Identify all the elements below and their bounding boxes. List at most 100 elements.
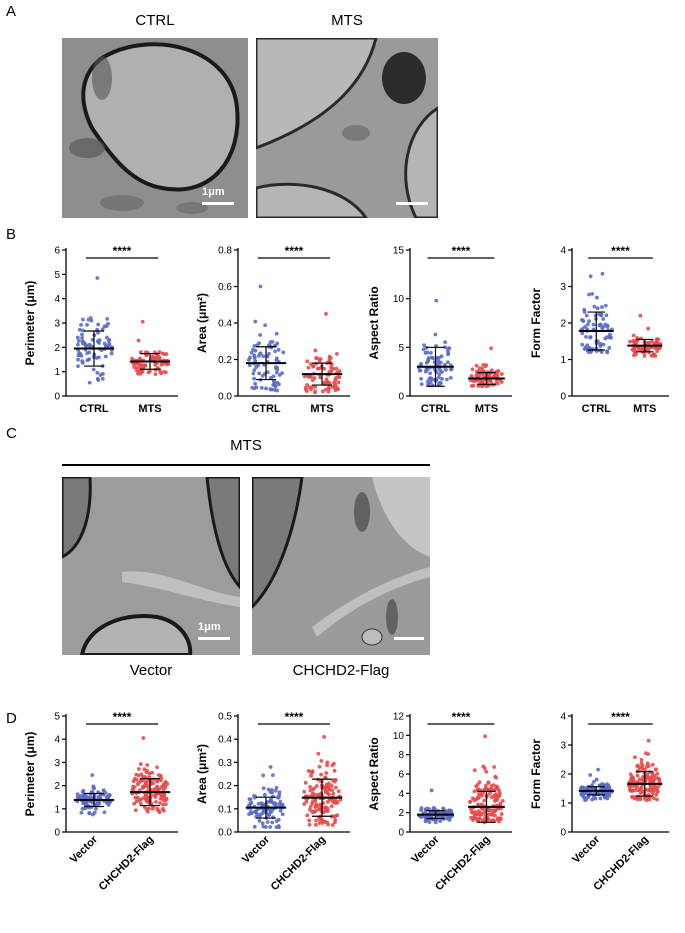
data-point <box>449 367 454 372</box>
data-point <box>495 818 500 822</box>
data-point <box>579 785 584 790</box>
data-point <box>264 825 268 830</box>
data-point <box>154 785 159 790</box>
data-point <box>630 775 634 780</box>
data-point <box>131 784 135 789</box>
y-tick-label: 4 <box>54 294 60 305</box>
data-point <box>439 354 444 359</box>
data-point <box>497 788 501 793</box>
panel-letter-d: D <box>6 710 17 727</box>
data-point <box>657 778 662 782</box>
data-point <box>138 762 143 766</box>
data-point <box>474 363 479 368</box>
data-point <box>305 359 310 364</box>
data-point <box>493 799 497 803</box>
data-point <box>429 351 433 355</box>
y-tick-label: 3 <box>54 319 60 330</box>
data-point <box>483 783 488 788</box>
y-axis-label: Aspect Ratio <box>367 737 381 810</box>
data-point <box>106 339 111 343</box>
data-point <box>444 367 448 372</box>
y-tick-label: 2 <box>398 808 404 819</box>
data-point <box>305 813 310 818</box>
y-tick-label: 4 <box>54 735 60 746</box>
data-point <box>334 352 339 356</box>
data-point <box>79 322 83 327</box>
data-point <box>256 363 261 368</box>
plot-d3: 0 2 4 6 8 10 12 Aspect Ratio Vector CHCHD2-Flag **… <box>364 704 524 928</box>
data-point <box>105 317 110 321</box>
data-point <box>103 790 108 795</box>
data-point <box>325 809 330 813</box>
data-point <box>631 784 636 788</box>
data-point <box>477 780 482 785</box>
data-point <box>429 788 434 793</box>
data-point <box>87 811 92 816</box>
y-tick-label: 0.4 <box>218 319 232 330</box>
data-point <box>260 373 265 378</box>
data-point <box>146 370 151 375</box>
y-tick-label: 12 <box>393 712 405 723</box>
data-point <box>579 791 584 796</box>
data-point <box>425 350 430 355</box>
data-point <box>637 777 642 782</box>
data-point <box>274 825 279 829</box>
data-point <box>494 369 499 374</box>
data-point <box>582 307 587 312</box>
data-point <box>85 803 89 808</box>
data-point <box>153 372 158 376</box>
data-point <box>635 773 640 778</box>
data-point <box>587 791 591 796</box>
data-point <box>628 339 632 344</box>
data-point <box>314 361 318 366</box>
data-point <box>654 792 659 797</box>
significance-label: **** <box>611 244 630 258</box>
data-point <box>474 784 479 789</box>
data-point <box>80 317 85 322</box>
data-point <box>96 322 101 327</box>
data-point <box>309 773 313 778</box>
data-point <box>438 819 443 823</box>
data-point <box>436 375 441 380</box>
data-point <box>272 380 277 385</box>
y-tick-label: 2 <box>54 343 60 354</box>
data-point <box>307 818 312 823</box>
data-point <box>261 354 266 359</box>
data-point <box>336 789 341 794</box>
data-point <box>631 333 636 338</box>
data-point <box>469 807 473 812</box>
y-tick-label: 2 <box>560 319 566 330</box>
data-point <box>142 767 147 772</box>
y-tick-label: 0.1 <box>218 804 232 815</box>
data-point <box>152 787 157 792</box>
data-point <box>599 350 604 354</box>
x-category-label: CHCHD2-Flag <box>269 834 328 893</box>
data-point <box>302 802 307 806</box>
y-tick-label: 1 <box>54 804 60 815</box>
y-tick-label: 0.0 <box>218 828 232 839</box>
plot-d4: 0 1 2 3 4 Form Factor Vector CHCHD2-Flag **** <box>526 704 681 928</box>
data-point <box>419 376 424 381</box>
data-point <box>646 326 651 331</box>
x-category-label: MTS <box>633 403 656 415</box>
data-point <box>489 808 494 813</box>
data-point <box>315 356 320 361</box>
data-point <box>311 364 315 368</box>
data-point <box>605 323 610 328</box>
plot-b1: 0 1 2 3 4 5 6 Perimeter (μm) CTRL MTS **** <box>20 238 190 418</box>
data-point <box>472 789 477 794</box>
data-point <box>447 816 452 820</box>
panel-letter-a: A <box>6 3 17 20</box>
data-point <box>443 340 448 345</box>
data-point <box>588 274 593 279</box>
y-tick-label: 2 <box>54 781 60 792</box>
data-point <box>271 800 276 805</box>
data-point <box>271 374 276 379</box>
data-point <box>310 378 315 382</box>
data-point <box>137 369 142 374</box>
data-point <box>333 385 337 390</box>
data-point <box>308 808 312 812</box>
data-point <box>154 800 158 804</box>
data-point <box>145 779 150 783</box>
data-point <box>311 787 315 792</box>
